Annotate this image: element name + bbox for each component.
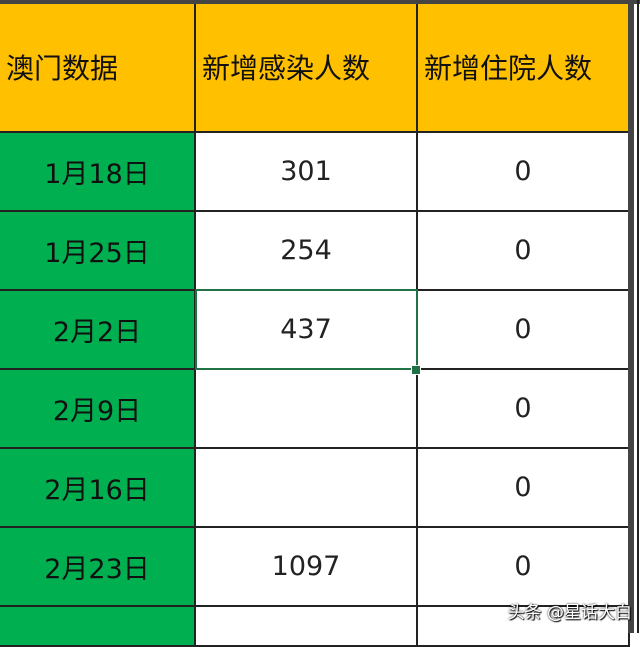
date-cell-text: 1月25日 bbox=[44, 238, 150, 269]
hospitalized-cell-text: 0 bbox=[514, 235, 532, 266]
date-cell[interactable]: 1月18日 bbox=[0, 133, 196, 212]
date-cell[interactable]: 2月2日 bbox=[0, 291, 196, 370]
column-header-text: 新增住院人数 bbox=[424, 52, 593, 85]
column-header[interactable]: 新增住院人数 bbox=[418, 3, 630, 133]
date-cell[interactable]: 2月9日 bbox=[0, 370, 196, 449]
fill-handle[interactable] bbox=[411, 365, 421, 375]
date-cell-text: 2月16日 bbox=[44, 475, 150, 506]
hospitalized-cell[interactable]: 0 bbox=[418, 528, 630, 607]
hospitalized-cell-text: 0 bbox=[514, 472, 532, 503]
hospitalized-cell-text: 0 bbox=[514, 393, 532, 424]
date-cell-text: 2月2日 bbox=[52, 317, 142, 348]
column-header-text: 新增感染人数 bbox=[202, 52, 371, 85]
infected-cell-text: 1097 bbox=[271, 551, 341, 582]
hospitalized-cell[interactable]: 0 bbox=[418, 370, 630, 449]
hospitalized-cell-text: 0 bbox=[514, 551, 532, 582]
empty-cell[interactable] bbox=[196, 607, 418, 647]
empty-cell[interactable] bbox=[0, 607, 196, 647]
infected-cell[interactable]: 1097 bbox=[196, 528, 418, 607]
watermark: 头条 @星话大白 bbox=[507, 603, 632, 623]
infected-cell-text: 254 bbox=[280, 235, 332, 266]
infected-cell[interactable]: 254 bbox=[196, 212, 418, 291]
column-header-text: 澳门数据 bbox=[6, 52, 119, 85]
date-cell-text: 1月18日 bbox=[44, 159, 150, 190]
infected-cell[interactable] bbox=[196, 370, 418, 449]
column-header[interactable]: 澳门数据 bbox=[0, 3, 196, 133]
selected-cell-border bbox=[195, 289, 418, 370]
date-cell[interactable]: 2月16日 bbox=[0, 449, 196, 528]
date-cell-text: 2月9日 bbox=[52, 396, 142, 427]
infected-cell-text: 301 bbox=[280, 156, 332, 187]
date-cell-text: 2月23日 bbox=[44, 554, 150, 585]
hospitalized-cell-text: 0 bbox=[514, 156, 532, 187]
hospitalized-cell[interactable]: 0 bbox=[418, 291, 630, 370]
hospitalized-cell-text: 0 bbox=[514, 314, 532, 345]
date-cell[interactable]: 1月25日 bbox=[0, 212, 196, 291]
column-header[interactable]: 新增感染人数 bbox=[196, 3, 418, 133]
infected-cell[interactable]: 301 bbox=[196, 133, 418, 212]
right-border bbox=[628, 0, 634, 633]
date-cell[interactable]: 2月23日 bbox=[0, 528, 196, 607]
hospitalized-cell[interactable]: 0 bbox=[418, 212, 630, 291]
top-border bbox=[0, 0, 640, 4]
hospitalized-cell[interactable]: 0 bbox=[418, 449, 630, 528]
infected-cell-text: 437 bbox=[280, 314, 332, 345]
infected-cell[interactable] bbox=[196, 449, 418, 528]
hospitalized-cell[interactable]: 0 bbox=[418, 133, 630, 212]
gridline bbox=[637, 0, 639, 633]
